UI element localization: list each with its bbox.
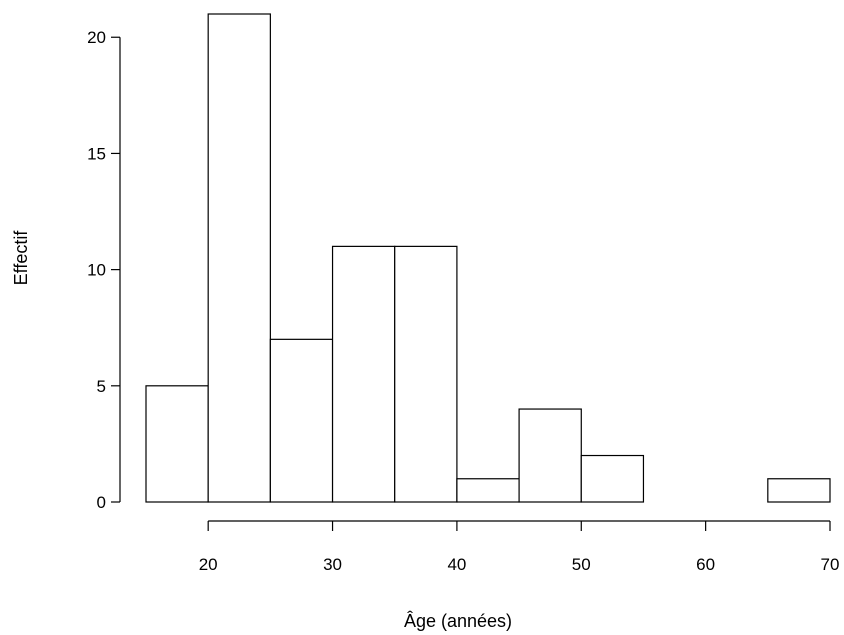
x-tick-label: 30 xyxy=(323,555,342,574)
histogram-bar xyxy=(394,245,458,503)
histogram-bars xyxy=(145,13,831,503)
histogram-bar xyxy=(767,478,831,503)
histogram-bar xyxy=(269,338,334,503)
y-tick-label: 0 xyxy=(97,493,106,512)
x-axis: 20 30 40 50 60 70 xyxy=(199,520,840,574)
histogram-bar xyxy=(331,245,396,503)
y-tick-label: 20 xyxy=(87,28,106,47)
x-tick-label: 50 xyxy=(572,555,591,574)
y-tick-label: 15 xyxy=(87,144,106,163)
x-tick-label: 20 xyxy=(199,555,218,574)
histogram-bar xyxy=(145,385,209,503)
y-tick-label: 10 xyxy=(87,261,106,280)
histogram-bar xyxy=(456,478,520,503)
y-tick-label: 5 xyxy=(97,377,106,396)
x-tick-label: 60 xyxy=(696,555,715,574)
x-tick-label: 40 xyxy=(447,555,466,574)
y-axis: 0 5 10 15 20 xyxy=(87,28,121,512)
histogram-bar xyxy=(207,13,271,503)
x-tick-label: 70 xyxy=(821,555,840,574)
y-axis-title: Effectif xyxy=(11,230,31,286)
histogram-bar xyxy=(580,454,645,503)
histogram-bar xyxy=(518,408,582,503)
x-axis-title: Âge (années) xyxy=(404,611,512,631)
